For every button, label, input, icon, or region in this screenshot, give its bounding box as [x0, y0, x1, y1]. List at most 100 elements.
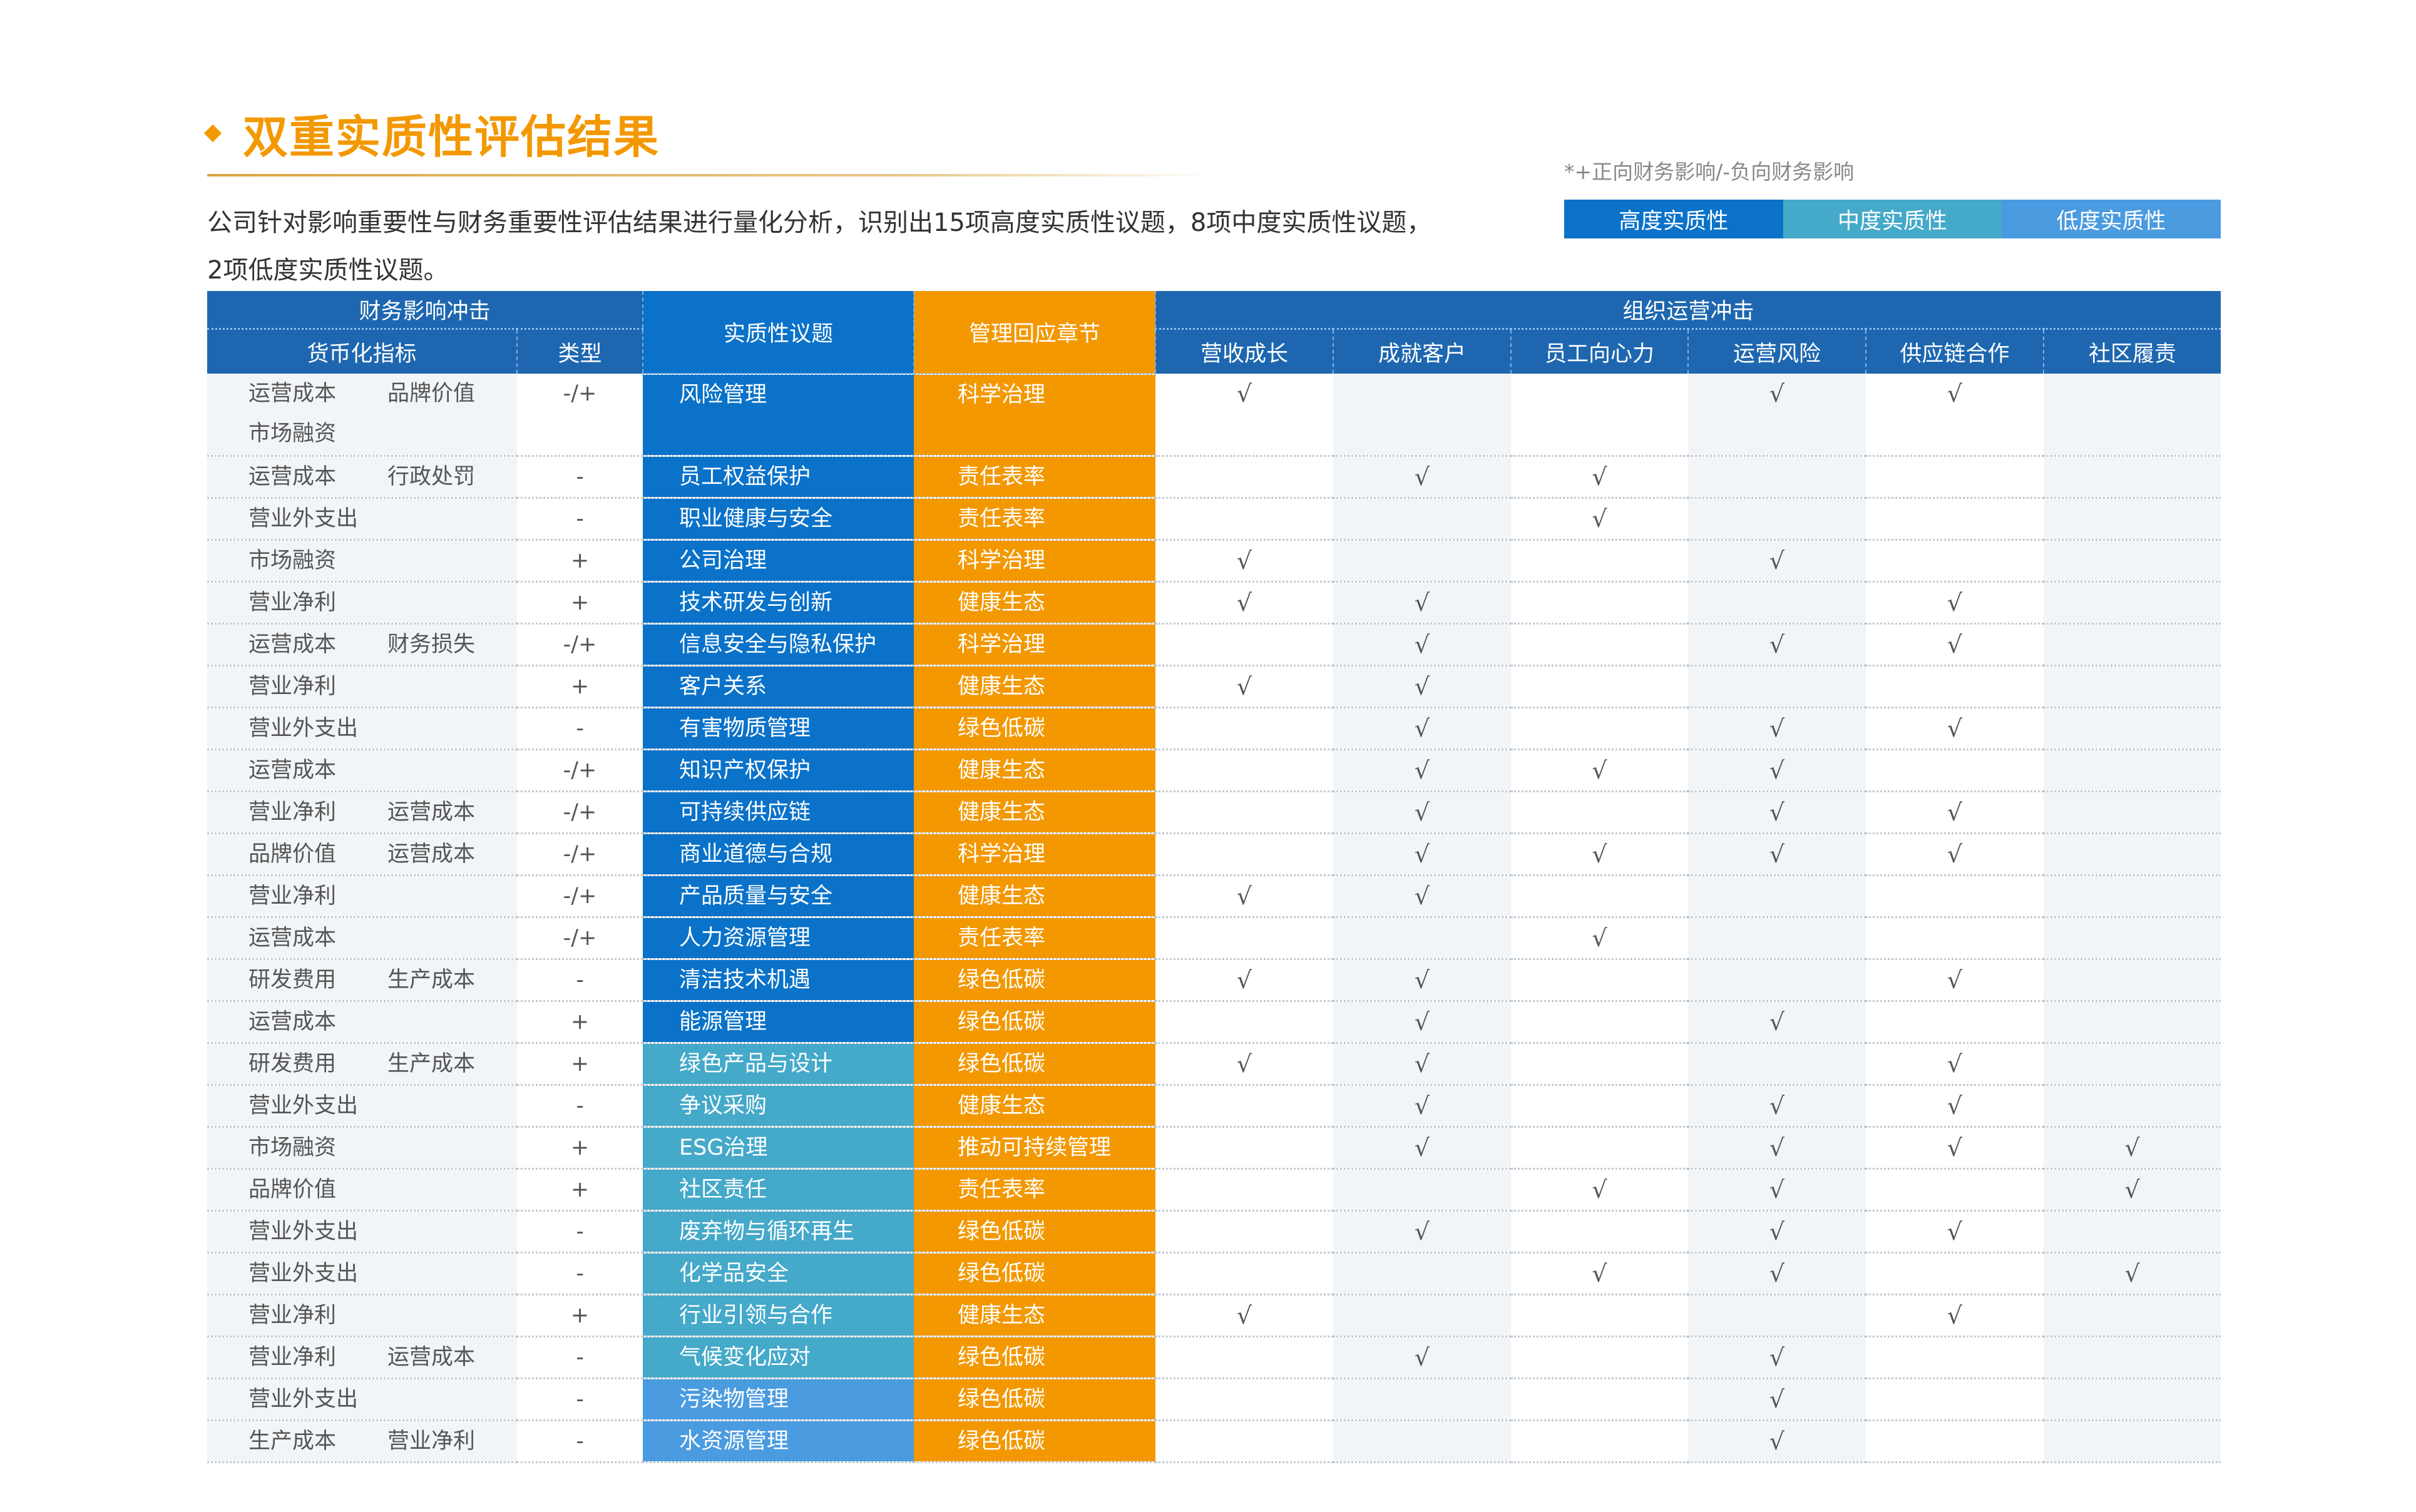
header-op-column: 营收成长	[1155, 329, 1334, 374]
table-row: 营业净利 -/+ 产品质量与安全 健康生态 √ √	[207, 875, 2221, 918]
check-cell	[1511, 581, 1689, 625]
impact-type-cell: -/+	[517, 917, 643, 960]
check-cell	[1511, 623, 1689, 667]
check-cell	[2044, 749, 2221, 792]
monetary-indicator-cell: 营业净利 运营成本	[207, 1336, 517, 1379]
impact-type-cell: -	[517, 456, 643, 499]
monetary-indicator-cell: 运营成本	[207, 1001, 517, 1044]
intro-line-2: 2项低度实质性议题。	[207, 256, 449, 285]
table-row: 研发费用 生产成本 + 绿色产品与设计 绿色低碳 √ √ √	[207, 1043, 2221, 1086]
chapter-cell: 健康生态	[914, 1294, 1156, 1337]
check-cell	[2044, 374, 2221, 457]
check-cell	[2044, 1043, 2221, 1086]
check-cell	[1511, 959, 1689, 1002]
material-issue-cell: 员工权益保护	[643, 456, 914, 499]
check-mark-icon: √	[1688, 1210, 1866, 1254]
monetary-indicator-cell: 运营成本	[207, 917, 517, 960]
monetary-indicator: 市场融资	[248, 421, 337, 446]
monetary-indicator: 运营成本	[248, 1009, 337, 1034]
check-cell	[1155, 1420, 1334, 1463]
monetary-indicator: 研发费用	[248, 1051, 337, 1076]
check-mark-icon: √	[1333, 665, 1512, 708]
monetary-indicator-cell: 营业净利 运营成本	[207, 791, 517, 834]
monetary-indicator: 营业净利	[248, 1302, 337, 1328]
check-cell	[2044, 1085, 2221, 1128]
check-cell	[1866, 456, 2044, 499]
header-financial-impact: 财务影响冲击	[207, 291, 643, 330]
monetary-indicator: 运营成本	[387, 1344, 476, 1370]
legend-low: 低度实质性	[2002, 200, 2221, 238]
impact-type-cell: -/+	[517, 791, 643, 834]
check-mark-icon: √	[2044, 1252, 2221, 1295]
check-mark-icon: √	[1333, 1210, 1512, 1254]
check-cell	[2044, 456, 2221, 499]
monetary-indicator-cell: 营业外支出	[207, 1085, 517, 1128]
impact-type-cell: +	[517, 1001, 643, 1044]
table-row: 营业外支出 - 职业健康与安全 责任表率 √	[207, 498, 2221, 541]
monetary-indicator: 品牌价值	[248, 841, 337, 867]
chapter-cell: 健康生态	[914, 1085, 1156, 1128]
check-cell	[2044, 539, 2221, 583]
check-cell	[1511, 1001, 1689, 1044]
table-row: 营业净利 + 技术研发与创新 健康生态 √ √ √	[207, 581, 2221, 625]
material-issue-cell: 气候变化应对	[643, 1336, 914, 1379]
table-row: 营业外支出 - 争议采购 健康生态 √ √ √	[207, 1085, 2221, 1128]
monetary-indicator: 生产成本	[387, 1051, 476, 1076]
impact-type-cell: -/+	[517, 875, 643, 918]
impact-type-cell: -	[517, 1378, 643, 1421]
impact-type-cell: -	[517, 1420, 643, 1463]
check-mark-icon: √	[1866, 1043, 2044, 1086]
table-row: 运营成本 -/+ 人力资源管理 责任表率 √	[207, 917, 2221, 960]
check-mark-icon: √	[1155, 1043, 1334, 1086]
check-mark-icon: √	[1688, 1420, 1866, 1463]
monetary-indicator: 营业外支出	[248, 715, 359, 741]
table-row: 研发费用 生产成本 - 清洁技术机遇 绿色低碳 √ √ √	[207, 959, 2221, 1002]
check-mark-icon: √	[1155, 539, 1334, 583]
material-issue-cell: 产品质量与安全	[643, 875, 914, 918]
table-row: 营业净利 运营成本 -/+ 可持续供应链 健康生态 √ √ √	[207, 791, 2221, 834]
impact-note: *+正向财务影响/-负向财务影响	[1564, 160, 1855, 184]
check-mark-icon: √	[2044, 1168, 2221, 1212]
chapter-cell: 绿色低碳	[914, 1252, 1156, 1295]
check-mark-icon: √	[1333, 1126, 1512, 1170]
material-issue-cell: 商业道德与合规	[643, 833, 914, 876]
monetary-indicator-cell: 市场融资	[207, 1126, 517, 1170]
check-cell	[1333, 1420, 1512, 1463]
monetary-indicator: 营业外支出	[248, 1260, 359, 1286]
check-mark-icon: √	[1866, 623, 2044, 667]
check-mark-icon: √	[1688, 791, 1866, 834]
check-cell	[1866, 1336, 2044, 1379]
legend-high: 高度实质性	[1564, 200, 1783, 238]
monetary-indicator-cell: 品牌价值	[207, 1168, 517, 1212]
check-mark-icon: √	[1155, 875, 1334, 918]
table-row: 市场融资 + ESG治理 推动可持续管理 √ √ √ √	[207, 1126, 2221, 1170]
check-mark-icon: √	[1688, 1168, 1866, 1212]
material-issue-cell: 公司治理	[643, 539, 914, 583]
impact-type-cell: -/+	[517, 623, 643, 667]
impact-type-cell: -	[517, 959, 643, 1002]
chapter-cell: 责任表率	[914, 456, 1156, 499]
check-cell	[1155, 623, 1334, 667]
material-issue-cell: 能源管理	[643, 1001, 914, 1044]
check-mark-icon: √	[1866, 791, 2044, 834]
monetary-indicator: 运营成本	[248, 925, 337, 951]
check-mark-icon: √	[1333, 749, 1512, 792]
monetary-indicator-cell: 营业净利	[207, 581, 517, 625]
check-mark-icon: √	[1333, 875, 1512, 918]
check-cell	[1333, 917, 1512, 960]
monetary-indicator: 运营成本	[248, 464, 337, 489]
monetary-indicator: 营业净利	[248, 1344, 337, 1370]
header-op-column: 成就客户	[1333, 329, 1512, 374]
material-issue-cell: 职业健康与安全	[643, 498, 914, 541]
impact-type-cell: +	[517, 1126, 643, 1170]
check-cell	[1866, 498, 2044, 541]
monetary-indicator: 市场融资	[248, 548, 337, 573]
chapter-cell: 绿色低碳	[914, 1043, 1156, 1086]
check-cell	[1866, 875, 2044, 918]
check-mark-icon: √	[1511, 1252, 1689, 1295]
material-issue-cell: ESG治理	[643, 1126, 914, 1170]
check-cell	[1155, 707, 1334, 750]
diamond-bullet-icon	[203, 124, 222, 142]
chapter-cell: 健康生态	[914, 665, 1156, 708]
check-mark-icon: √	[1155, 581, 1334, 625]
